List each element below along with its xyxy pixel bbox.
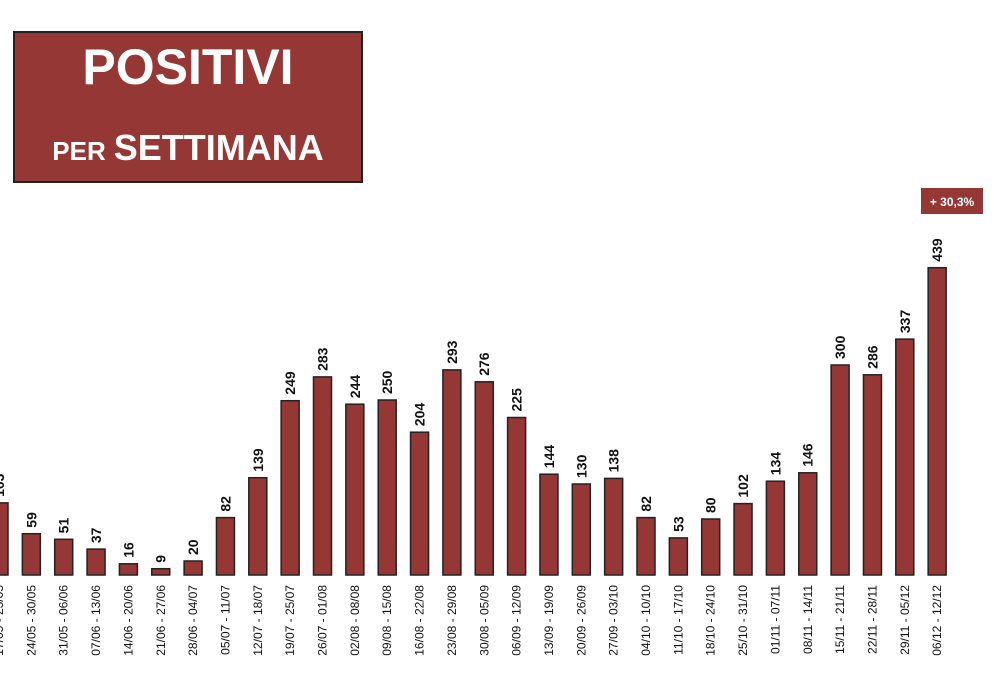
bar — [280, 399, 300, 576]
x-tick-label: 14/06 - 20/06 — [121, 585, 135, 656]
x-tick-label: 18/10 - 24/10 — [704, 585, 718, 656]
value-label: 102 — [735, 474, 751, 498]
value-label: 53 — [670, 516, 686, 532]
bar — [636, 516, 656, 576]
x-tick-label: 17/05 - 23/05 — [0, 585, 6, 656]
annotation-box — [921, 188, 983, 214]
bar — [183, 560, 203, 576]
x-tick-label: 16/08 - 22/08 — [413, 585, 427, 656]
x-tick-label: 04/10 - 10/10 — [639, 585, 653, 656]
bar — [377, 399, 397, 576]
x-tick-label: 19/07 - 25/07 — [283, 585, 297, 656]
x-tick-label: 01/11 - 07/11 — [768, 585, 782, 654]
x-tick-label: 20/09 - 26/09 — [574, 585, 588, 656]
bar — [571, 483, 592, 576]
value-label: 283 — [315, 347, 331, 371]
bar — [409, 431, 430, 576]
value-label: 293 — [444, 340, 460, 364]
value-label: 82 — [638, 496, 654, 512]
value-label: 16 — [120, 542, 136, 558]
value-label: 139 — [250, 448, 266, 472]
bar — [765, 480, 786, 576]
bar — [603, 477, 624, 576]
bar — [345, 403, 365, 576]
bar — [506, 416, 527, 576]
x-tick-label: 27/09 - 03/10 — [607, 585, 621, 656]
value-label: 134 — [767, 452, 783, 476]
x-tick-label: 15/11 - 21/11 — [833, 585, 847, 654]
x-tick-label: 26/07 - 01/08 — [316, 585, 330, 656]
annotation: + 30,3% — [930, 195, 975, 209]
bar — [86, 548, 106, 576]
bar — [539, 473, 559, 576]
value-label: 146 — [800, 443, 816, 467]
x-tick-label: 28/06 - 04/07 — [186, 585, 200, 656]
title-box — [13, 31, 363, 183]
x-tick-label: 25/10 - 31/10 — [736, 585, 750, 656]
bar — [862, 374, 883, 576]
value-label: 337 — [897, 310, 913, 334]
x-tick-label: 05/07 - 11/07 — [218, 585, 232, 655]
bar — [151, 567, 171, 576]
bar — [21, 532, 42, 576]
value-label: 51 — [56, 518, 72, 534]
bar — [53, 538, 74, 576]
value-label: 103 — [0, 473, 7, 497]
bar — [118, 563, 139, 576]
value-label: 20 — [185, 539, 201, 555]
x-tick-label: 30/08 - 05/09 — [477, 585, 491, 656]
x-tick-label: 06/12 - 12/12 — [930, 585, 944, 656]
bar — [215, 516, 236, 576]
value-label: 250 — [379, 370, 395, 394]
value-label: 144 — [541, 445, 557, 469]
bar — [668, 537, 689, 576]
x-tick-label: 11/10 - 17/10 — [671, 585, 685, 655]
value-label: 80 — [703, 497, 719, 513]
value-label: 276 — [476, 352, 492, 376]
x-tick-label: 07/06 - 13/06 — [89, 585, 103, 656]
x-tick-label: 08/11 - 14/11 — [801, 585, 815, 654]
value-label: 59 — [23, 512, 39, 528]
value-label: 300 — [832, 335, 848, 359]
value-label: 286 — [864, 345, 880, 369]
subtitle-prefix: PER — [52, 136, 106, 166]
x-tick-label: 31/05 - 06/06 — [57, 585, 71, 656]
value-label: 225 — [509, 388, 525, 412]
value-label: 204 — [412, 403, 428, 427]
bar — [442, 369, 462, 576]
x-tick-label: 21/06 - 27/06 — [154, 585, 168, 656]
value-label: 138 — [606, 449, 622, 473]
bar — [927, 266, 947, 576]
bar — [248, 476, 268, 576]
bar — [733, 502, 753, 576]
bar — [312, 376, 333, 576]
value-label: 9 — [153, 555, 169, 563]
value-label: 130 — [573, 454, 589, 478]
value-label: 439 — [929, 238, 945, 262]
value-label: 37 — [88, 527, 104, 543]
value-label: 249 — [282, 371, 298, 395]
value-label: 244 — [347, 375, 363, 399]
x-tick-label: 23/08 - 29/08 — [445, 585, 459, 656]
x-tick-label: 09/08 - 15/08 — [380, 585, 394, 656]
bar — [895, 338, 915, 576]
value-label: 82 — [217, 496, 233, 512]
x-tick-label: 12/07 - 18/07 — [251, 585, 265, 656]
bar — [798, 472, 818, 576]
chart-title: POSITIVI — [82, 39, 293, 95]
bar — [0, 502, 9, 576]
x-tick-label: 06/09 - 12/09 — [510, 585, 524, 656]
chart-subtitle: PER SETTIMANA — [52, 127, 323, 168]
x-tick-label: 24/05 - 30/05 — [24, 585, 38, 656]
x-tick-label: 13/09 - 19/09 — [542, 585, 556, 656]
x-tick-label: 22/11 - 28/11 — [865, 585, 879, 654]
bar — [700, 518, 721, 576]
bar — [830, 364, 850, 576]
x-tick-label: 02/08 - 08/08 — [348, 585, 362, 656]
bar — [474, 381, 494, 576]
x-tick-label: 29/11 - 05/12 — [898, 585, 912, 655]
subtitle-main: SETTIMANA — [114, 127, 324, 168]
